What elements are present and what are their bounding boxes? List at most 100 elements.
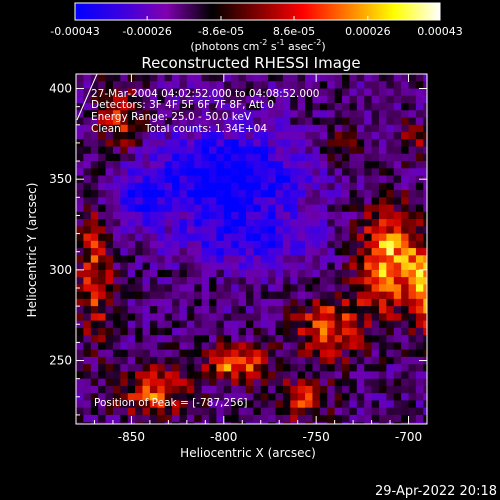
heatmap-cell bbox=[312, 81, 321, 90]
heatmap-cell bbox=[408, 248, 417, 256]
heatmap-cell bbox=[290, 277, 299, 285]
heatmap-cell bbox=[127, 284, 136, 293]
heatmap-cell bbox=[319, 175, 328, 184]
heatmap-cell bbox=[423, 327, 427, 336]
heatmap-cell bbox=[319, 146, 328, 155]
heatmap-cell bbox=[157, 269, 166, 278]
heatmap-cell bbox=[105, 153, 114, 162]
heatmap-cell bbox=[334, 182, 343, 191]
heatmap-cell bbox=[201, 248, 210, 256]
heatmap-cell bbox=[186, 124, 195, 133]
heatmap-cell bbox=[164, 81, 173, 90]
heatmap-cell bbox=[164, 269, 173, 278]
heatmap-cell bbox=[364, 132, 373, 140]
heatmap-cell bbox=[260, 88, 269, 97]
heatmap-cell bbox=[135, 103, 144, 111]
heatmap-cell bbox=[90, 88, 99, 97]
heatmap-cell bbox=[112, 349, 121, 358]
heatmap-cell bbox=[90, 226, 99, 235]
heatmap-cell bbox=[112, 414, 121, 423]
heatmap-cell bbox=[194, 153, 203, 162]
heatmap-cell bbox=[149, 81, 158, 90]
heatmap-cell bbox=[423, 146, 427, 155]
heatmap-cell bbox=[260, 81, 269, 90]
heatmap-cell bbox=[260, 132, 269, 140]
heatmap-cell bbox=[282, 364, 291, 373]
heatmap-cell bbox=[378, 284, 387, 293]
heatmap-cell bbox=[98, 364, 107, 373]
heatmap-cell bbox=[216, 219, 225, 227]
heatmap-cell bbox=[386, 356, 395, 365]
heatmap-cell bbox=[401, 342, 410, 351]
heatmap-cell bbox=[245, 378, 254, 387]
heatmap-cell bbox=[127, 124, 136, 133]
heatmap-cell bbox=[245, 74, 254, 82]
heatmap-cell bbox=[98, 124, 107, 133]
heatmap-cell bbox=[342, 117, 351, 126]
heatmap-cell bbox=[386, 298, 395, 307]
heatmap-cell bbox=[305, 132, 314, 140]
heatmap-cell bbox=[371, 182, 380, 191]
heatmap-cell bbox=[282, 197, 291, 206]
heatmap-cell bbox=[76, 95, 84, 104]
heatmap-cell bbox=[238, 342, 247, 351]
y-tick-label: 350 bbox=[49, 172, 72, 186]
heatmap-cell bbox=[157, 255, 166, 264]
heatmap-cell bbox=[216, 88, 225, 97]
heatmap-cell bbox=[127, 132, 136, 140]
heatmap-cell bbox=[238, 182, 247, 191]
heatmap-cell bbox=[179, 414, 188, 423]
heatmap-cell bbox=[245, 219, 254, 227]
heatmap-cell bbox=[186, 393, 195, 402]
heatmap-cell bbox=[120, 248, 129, 256]
heatmap-cell bbox=[342, 313, 351, 322]
heatmap-cell bbox=[216, 132, 225, 140]
heatmap-cell bbox=[342, 211, 351, 220]
heatmap-cell bbox=[157, 407, 166, 416]
heatmap-cell bbox=[216, 298, 225, 307]
heatmap-cell bbox=[312, 277, 321, 285]
heatmap-cell bbox=[216, 117, 225, 126]
heatmap-cell bbox=[305, 110, 314, 119]
heatmap-cell bbox=[393, 219, 402, 227]
heatmap-cell bbox=[297, 226, 306, 235]
heatmap-cell bbox=[149, 422, 158, 424]
heatmap-cell bbox=[157, 393, 166, 402]
heatmap-cell bbox=[223, 211, 232, 220]
heatmap-cell bbox=[275, 335, 284, 343]
heatmap-cell bbox=[76, 277, 84, 285]
heatmap-cell bbox=[378, 291, 387, 300]
heatmap-cell bbox=[238, 103, 247, 111]
heatmap-cell bbox=[223, 269, 232, 278]
heatmap-cell bbox=[135, 298, 144, 307]
heatmap-cell bbox=[312, 385, 321, 394]
heatmap-cell bbox=[334, 124, 343, 133]
heatmap-cell bbox=[378, 371, 387, 380]
heatmap-cell bbox=[260, 378, 269, 387]
heatmap-cell bbox=[157, 139, 166, 148]
heatmap-cell bbox=[194, 385, 203, 394]
heatmap-cell bbox=[349, 255, 358, 264]
heatmap-cell bbox=[127, 95, 136, 104]
heatmap-cell bbox=[105, 313, 114, 322]
heatmap-cell bbox=[305, 393, 314, 402]
heatmap-cell bbox=[201, 342, 210, 351]
heatmap-cell bbox=[319, 277, 328, 285]
heatmap-cell bbox=[135, 393, 144, 402]
heatmap-cell bbox=[238, 385, 247, 394]
heatmap-cell bbox=[238, 161, 247, 169]
heatmap-cell bbox=[216, 197, 225, 206]
heatmap-cell bbox=[423, 190, 427, 198]
heatmap-cell bbox=[98, 262, 107, 271]
heatmap-cell bbox=[127, 103, 136, 111]
heatmap-cell bbox=[371, 349, 380, 358]
heatmap-cell bbox=[305, 422, 314, 424]
heatmap-cell bbox=[349, 117, 358, 126]
heatmap-cell bbox=[364, 233, 373, 242]
heatmap-cell bbox=[83, 335, 92, 343]
heatmap-cell bbox=[342, 190, 351, 198]
heatmap-cell bbox=[349, 306, 358, 314]
heatmap-cell bbox=[238, 262, 247, 271]
heatmap-cell bbox=[135, 407, 144, 416]
heatmap-cell bbox=[268, 349, 277, 358]
